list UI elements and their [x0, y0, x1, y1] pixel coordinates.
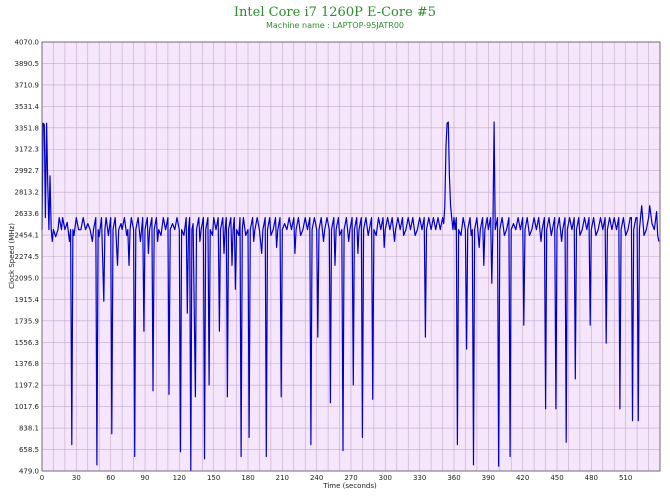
x-tick-label: 330	[413, 474, 426, 482]
y-tick-label: 2274.5	[15, 253, 40, 261]
y-tick-label: 1556.3	[15, 339, 40, 347]
y-tick-label: 2992.7	[15, 167, 40, 175]
y-tick-label: 1376.8	[15, 360, 40, 368]
x-tick-label: 420	[516, 474, 529, 482]
y-tick-label: 3710.9	[15, 81, 40, 89]
y-axis-label: Clock Speed (MHz)	[8, 223, 16, 289]
y-tick-label: 1017.6	[15, 403, 40, 411]
x-axis-label: Time (seconds)	[322, 482, 377, 490]
y-tick-label: 2633.6	[15, 210, 40, 218]
y-tick-label: 479.0	[19, 468, 39, 476]
y-tick-label: 4070.0	[15, 39, 40, 47]
y-tick-label: 2813.2	[15, 189, 40, 197]
x-tick-label: 120	[173, 474, 186, 482]
y-tick-label: 3890.5	[15, 60, 40, 68]
y-tick-label: 1197.2	[15, 382, 40, 390]
y-tick-label: 658.5	[19, 446, 39, 454]
x-tick-label: 240	[310, 474, 323, 482]
x-tick-label: 210	[276, 474, 289, 482]
x-tick-label: 480	[585, 474, 598, 482]
y-tick-label: 3351.8	[15, 124, 40, 132]
y-tick-label: 1735.9	[15, 317, 40, 325]
x-tick-label: 60	[106, 474, 115, 482]
x-tick-label: 0	[40, 474, 44, 482]
x-tick-label: 270	[344, 474, 357, 482]
x-tick-label: 390	[482, 474, 495, 482]
x-tick-label: 360	[447, 474, 460, 482]
x-tick-label: 90	[141, 474, 150, 482]
plot-border	[41, 41, 661, 472]
x-tick-label: 510	[619, 474, 632, 482]
y-tick-label: 3172.3	[15, 146, 40, 154]
y-axis-ticks: 479.0 658.5 838.1 1017.6 1197.2 1376.8 1556.3 1…	[15, 39, 40, 476]
x-tick-label: 180	[241, 474, 254, 482]
x-tick-label: 150	[207, 474, 220, 482]
y-tick-label: 3531.4	[15, 103, 40, 111]
y-tick-label: 1915.4	[15, 296, 40, 304]
y-tick-label: 838.1	[19, 425, 39, 433]
y-tick-label: 2454.1	[15, 232, 40, 240]
x-tick-label: 300	[379, 474, 392, 482]
x-axis-ticks: 0 30 60 90 120 150 180 210 240 270 300 330 360 390 420…	[40, 474, 633, 482]
x-tick-label: 30	[72, 474, 81, 482]
chart-subtitle: Machine name : LAPTOP-95JATR00	[266, 21, 404, 30]
x-tick-label: 450	[550, 474, 563, 482]
chart-title: Intel Core i7 1260P E-Core #5	[234, 5, 436, 20]
y-tick-label: 2095.0	[15, 274, 40, 282]
series-line	[41, 121, 660, 472]
